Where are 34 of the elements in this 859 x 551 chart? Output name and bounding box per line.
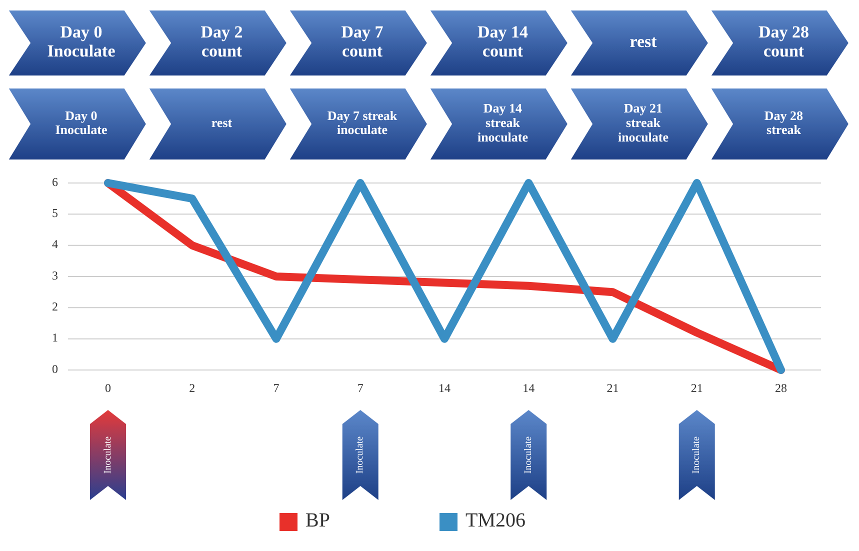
x-tick-label: 14 xyxy=(438,381,450,395)
text: Day 0 Inoculate xyxy=(55,108,108,138)
x-tick-label: 7 xyxy=(273,381,280,395)
legend-label: BP xyxy=(306,510,330,532)
text: Inoculate xyxy=(354,436,366,474)
text: Day 7 streak inoculate xyxy=(327,108,398,138)
legend-label: TM206 xyxy=(466,510,526,532)
y-tick-label: 0 xyxy=(52,362,58,376)
x-tick-label: 21 xyxy=(606,381,619,395)
text: Inoculate xyxy=(102,436,114,474)
text: Day 14 count xyxy=(477,22,529,60)
y-tick-label: 6 xyxy=(52,174,58,189)
y-tick-label: 2 xyxy=(52,299,58,314)
text: Day 28 streak xyxy=(764,108,804,138)
text: Day 14 streak inoculate xyxy=(477,100,528,144)
x-tick-label: 2 xyxy=(189,381,196,395)
text: rest xyxy=(211,114,233,130)
text: Day 2 count xyxy=(200,22,243,60)
x-tick-label: 7 xyxy=(357,381,364,395)
text: Inoculate xyxy=(691,436,702,474)
x-tick-label: 21 xyxy=(690,381,703,395)
y-tick-label: 1 xyxy=(52,330,58,345)
y-tick-label: 4 xyxy=(52,237,58,252)
y-tick-label: 5 xyxy=(52,206,58,220)
text: Day 7 count xyxy=(341,22,384,60)
text: rest xyxy=(630,32,658,51)
text: Inoculate xyxy=(522,436,534,474)
text: Day 0 Inoculate xyxy=(47,22,116,60)
x-tick-label: 28 xyxy=(775,381,787,395)
x-tick-label: 14 xyxy=(522,381,535,395)
y-tick-label: 3 xyxy=(52,268,58,282)
text: Day 28 count xyxy=(758,22,810,60)
x-tick-label: 0 xyxy=(105,381,111,395)
text: Day 21 streak inoculate xyxy=(618,100,669,144)
